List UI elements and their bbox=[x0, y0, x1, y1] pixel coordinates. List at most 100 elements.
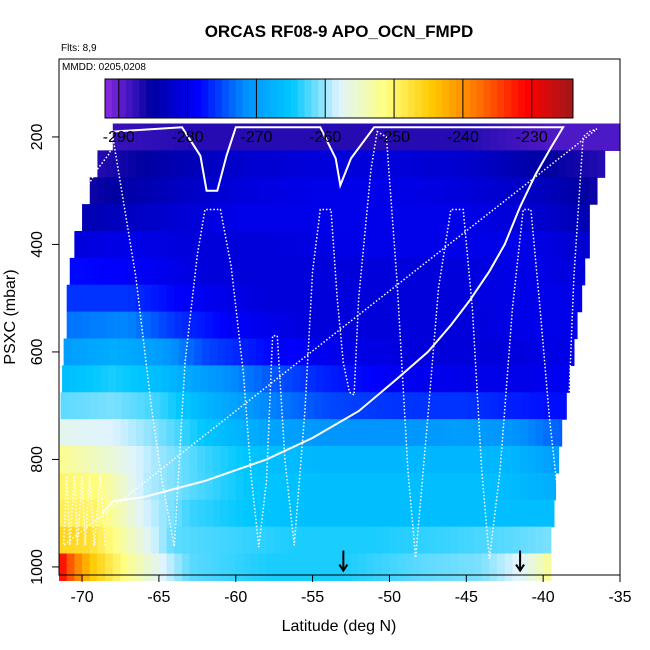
heat-cell bbox=[358, 177, 367, 205]
heat-cell bbox=[89, 204, 99, 232]
heat-cell bbox=[443, 311, 452, 340]
heat-cell bbox=[138, 257, 148, 286]
heat-cell bbox=[189, 419, 198, 447]
heat-cell bbox=[258, 204, 268, 232]
heat-cell bbox=[192, 365, 201, 393]
heat-cell bbox=[573, 150, 583, 178]
heat-cell bbox=[60, 392, 69, 420]
heat-cell bbox=[523, 257, 532, 286]
heat-cell bbox=[420, 231, 429, 259]
heat-cell bbox=[407, 365, 417, 393]
heat-cell bbox=[351, 472, 360, 501]
heat-cell bbox=[389, 472, 398, 501]
heat-cell bbox=[394, 338, 403, 366]
heat-cell bbox=[321, 392, 331, 420]
heat-cell bbox=[374, 123, 383, 151]
heat-cell bbox=[398, 392, 407, 420]
heat-cell bbox=[361, 365, 371, 393]
heat-cell bbox=[246, 257, 255, 286]
heat-cell bbox=[112, 204, 122, 232]
heat-cell bbox=[497, 472, 506, 501]
heat-cell bbox=[381, 526, 391, 555]
heat-cell bbox=[512, 553, 521, 581]
heat-cell bbox=[128, 311, 137, 340]
heat-cell bbox=[343, 419, 352, 447]
heat-cell bbox=[384, 257, 394, 286]
heat-cell bbox=[200, 257, 209, 286]
heat-cell bbox=[115, 257, 125, 286]
heat-cell bbox=[289, 472, 298, 501]
heat-cell bbox=[112, 553, 122, 581]
heat-cell bbox=[289, 284, 298, 313]
heat-cell bbox=[189, 311, 198, 340]
heat-cell bbox=[304, 284, 314, 313]
heat-cell bbox=[146, 257, 155, 286]
heat-cell bbox=[520, 123, 529, 151]
heat-cell bbox=[381, 553, 391, 581]
heat-cell bbox=[389, 177, 398, 205]
heat-cell bbox=[320, 499, 329, 528]
heat-cell bbox=[443, 419, 452, 447]
heat-cell bbox=[114, 392, 123, 420]
heat-cell bbox=[420, 284, 429, 313]
heat-cell bbox=[343, 123, 352, 151]
heat-cell bbox=[252, 392, 261, 420]
heat-cell bbox=[135, 526, 145, 555]
heat-cell bbox=[251, 284, 260, 313]
heat-cell bbox=[430, 257, 440, 286]
colorbar-swatch bbox=[194, 79, 202, 118]
heat-cell bbox=[489, 177, 498, 205]
heat-cell bbox=[86, 338, 95, 366]
heat-cell bbox=[430, 365, 440, 393]
heat-cell bbox=[558, 177, 567, 205]
heat-cell bbox=[112, 284, 122, 313]
heat-cell bbox=[358, 472, 367, 501]
heat-cell bbox=[91, 392, 100, 420]
heat-cell bbox=[235, 177, 245, 205]
heat-cell bbox=[473, 231, 483, 259]
heat-cell bbox=[154, 365, 163, 393]
heat-cell bbox=[404, 123, 414, 151]
colorbar-swatch bbox=[270, 79, 278, 118]
heat-cell bbox=[366, 177, 375, 205]
heat-cell bbox=[89, 553, 99, 581]
heat-cell bbox=[283, 392, 292, 420]
heat-cell bbox=[358, 231, 367, 259]
heat-cell bbox=[143, 553, 152, 581]
heat-cell bbox=[481, 446, 490, 474]
heat-cell bbox=[289, 177, 298, 205]
x-tick-label: -65 bbox=[147, 589, 170, 606]
heat-cell bbox=[427, 311, 437, 340]
heat-cell bbox=[158, 150, 168, 178]
dates-subtitle: MMDD: 0205,0208 bbox=[62, 62, 146, 73]
heat-cell bbox=[520, 204, 529, 232]
heat-cell bbox=[174, 311, 183, 340]
heat-cell bbox=[312, 419, 321, 447]
heat-cell bbox=[74, 311, 83, 340]
heat-cell bbox=[205, 446, 214, 474]
heat-cell bbox=[415, 257, 424, 286]
heat-cell bbox=[312, 284, 321, 313]
heat-cell bbox=[120, 499, 129, 528]
heat-cell bbox=[243, 526, 252, 555]
heat-cell bbox=[248, 338, 257, 366]
heat-cell bbox=[473, 311, 483, 340]
colorbar-swatch bbox=[366, 79, 374, 118]
heat-cell bbox=[312, 231, 321, 259]
heat-cell bbox=[461, 257, 470, 286]
heat-cell bbox=[492, 257, 501, 286]
heat-cell bbox=[243, 284, 252, 313]
heat-cell bbox=[120, 419, 129, 447]
heat-cell bbox=[174, 419, 183, 447]
heat-cell bbox=[102, 338, 111, 366]
heat-cell bbox=[189, 284, 198, 313]
heat-cell bbox=[275, 392, 284, 420]
heat-cell bbox=[570, 338, 575, 366]
heat-cell bbox=[489, 499, 498, 528]
heat-cell bbox=[85, 257, 94, 286]
heat-cell bbox=[412, 472, 421, 501]
heat-cell bbox=[281, 284, 291, 313]
heat-cell bbox=[450, 499, 460, 528]
heat-cell bbox=[404, 231, 414, 259]
heat-cell bbox=[335, 284, 344, 313]
